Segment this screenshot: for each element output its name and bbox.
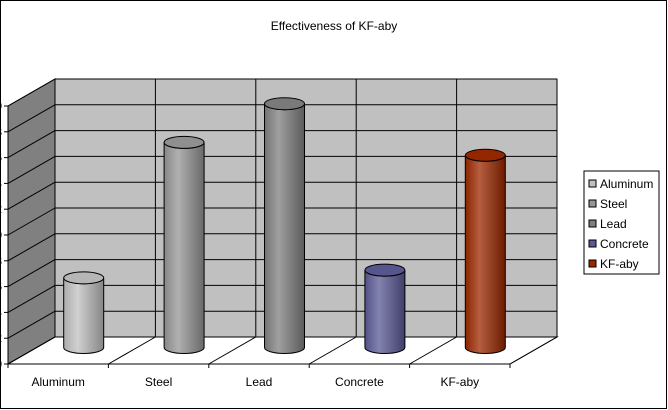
bars-group bbox=[63, 97, 506, 354]
x-tick-label: Lead bbox=[246, 375, 273, 389]
legend-label: KF-aby bbox=[600, 257, 639, 271]
y-axis-ticks: 0 2 4 6 8 10 12 14 16 18 20 bbox=[0, 99, 9, 371]
gridline-side bbox=[7, 259, 56, 288]
bar-top bbox=[163, 135, 205, 149]
gridline-side bbox=[7, 310, 56, 339]
floor-divider bbox=[7, 336, 56, 365]
bar-kf-aby bbox=[464, 148, 506, 354]
bar-steel bbox=[163, 135, 205, 354]
legend-swatch bbox=[588, 239, 597, 248]
floor-divider bbox=[208, 336, 257, 365]
legend-label: Steel bbox=[600, 197, 627, 211]
legend-swatch bbox=[588, 179, 597, 188]
gridline-side bbox=[7, 104, 56, 133]
bar-body bbox=[464, 155, 506, 354]
bar-top bbox=[464, 148, 506, 162]
y-tick-label: 12 bbox=[0, 202, 2, 216]
gridline-side bbox=[7, 181, 56, 210]
legend-label: Lead bbox=[600, 217, 627, 231]
floor-divider bbox=[108, 336, 156, 365]
bar-top bbox=[63, 271, 105, 285]
gridline-side bbox=[7, 130, 56, 159]
y-tick-label: 14 bbox=[0, 176, 2, 190]
y-tick-label: 8 bbox=[0, 254, 2, 268]
gridline-side bbox=[7, 78, 56, 107]
y-tick-label: 10 bbox=[0, 228, 2, 242]
gridline-side bbox=[7, 207, 56, 236]
x-axis-ticks: Aluminum Steel Lead Concrete KF-aby bbox=[7, 364, 511, 389]
y-tick-label: 2 bbox=[0, 331, 2, 345]
legend-swatch bbox=[588, 219, 597, 228]
floor-divider bbox=[308, 336, 357, 365]
y-tick-label: 18 bbox=[0, 125, 2, 139]
y-tick-label: 16 bbox=[0, 151, 2, 165]
gridline-side bbox=[7, 284, 56, 313]
y-tick-label: 0 bbox=[0, 357, 2, 371]
y-tick-label: 4 bbox=[0, 305, 2, 319]
x-tick-label: Aluminum bbox=[32, 375, 85, 389]
gridline-side bbox=[7, 155, 56, 184]
bar-body bbox=[163, 142, 205, 354]
y-tick-label: 20 bbox=[0, 99, 2, 113]
gridline-side bbox=[7, 233, 56, 262]
legend-label: Concrete bbox=[600, 237, 649, 251]
bar-lead bbox=[264, 97, 305, 354]
x-tick-label: KF-aby bbox=[440, 375, 479, 389]
bar-body bbox=[364, 269, 406, 354]
x-tick-label: Concrete bbox=[335, 375, 384, 389]
floor-divider bbox=[509, 336, 558, 365]
x-tick-label: Steel bbox=[145, 375, 172, 389]
floor-divider bbox=[409, 336, 457, 365]
bar-body bbox=[264, 103, 305, 354]
bar-top bbox=[264, 97, 305, 111]
bar-top bbox=[364, 263, 406, 277]
legend: Aluminum Steel Lead Concrete KF-aby bbox=[583, 170, 660, 275]
chart-title: Effectiveness of KF-aby bbox=[271, 19, 398, 33]
legend-swatch bbox=[588, 259, 597, 268]
bar-aluminum bbox=[63, 271, 105, 354]
legend-swatch bbox=[588, 199, 597, 208]
bar-body bbox=[63, 277, 105, 354]
y-tick-label: 6 bbox=[0, 280, 2, 294]
bar-concrete bbox=[364, 263, 406, 354]
legend-label: Aluminum bbox=[600, 177, 653, 191]
